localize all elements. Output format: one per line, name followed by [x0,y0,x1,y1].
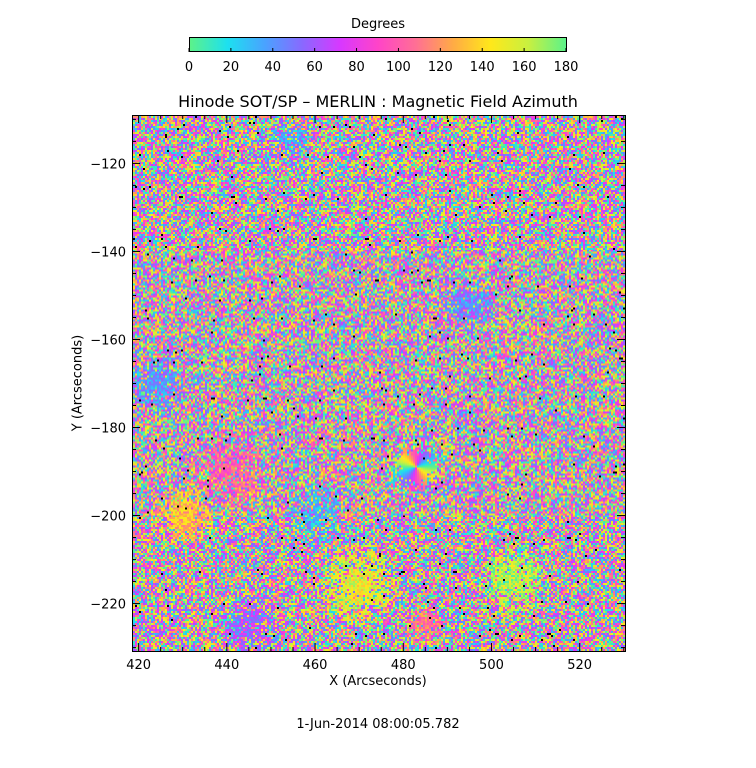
x-axis-tick-label: 440 [214,658,239,673]
x-axis-tick-label: 480 [391,658,416,673]
y-axis-tick-label: −120 [90,157,126,172]
x-axis-tick-label: 500 [479,658,504,673]
colorbar-tick-label: 140 [470,60,495,75]
colorbar-tick-label: 20 [223,60,240,75]
colorbar-tick-label: 180 [554,60,579,75]
heatmap-plot-area [132,115,626,652]
azimuth-heatmap [133,116,625,651]
colorbar-tick-label: 40 [265,60,282,75]
x-axis-label: X (Arcseconds) [329,674,427,689]
colorbar-tick-label: 0 [185,60,193,75]
colorbar-tick-label: 60 [306,60,323,75]
y-axis-tick-label: −220 [90,598,126,613]
colorbar-title: Degrees [350,17,406,32]
colorbar-tick-label: 160 [512,60,537,75]
y-axis-tick-label: −160 [90,333,126,348]
y-axis-tick-label: −180 [90,422,126,437]
chart-title: Hinode SOT/SP – MERLIN : Magnetic Field … [178,92,578,111]
colorbar-tick-label: 100 [386,60,411,75]
y-axis-tick-label: −140 [90,245,126,260]
colorbar [189,37,567,52]
colorbar-tick-label: 80 [348,60,365,75]
x-axis-tick-label: 420 [126,658,151,673]
timestamp: 1-Jun-2014 08:00:05.782 [296,717,460,732]
colorbar-tick-label: 120 [428,60,453,75]
y-axis-label: Y (Arcseconds) [70,334,86,432]
x-axis-tick-label: 460 [303,658,328,673]
y-axis-tick-label: −200 [90,510,126,525]
x-axis-tick-label: 520 [567,658,592,673]
